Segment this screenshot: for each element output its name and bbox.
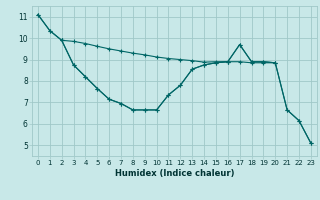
X-axis label: Humidex (Indice chaleur): Humidex (Indice chaleur) [115, 169, 234, 178]
